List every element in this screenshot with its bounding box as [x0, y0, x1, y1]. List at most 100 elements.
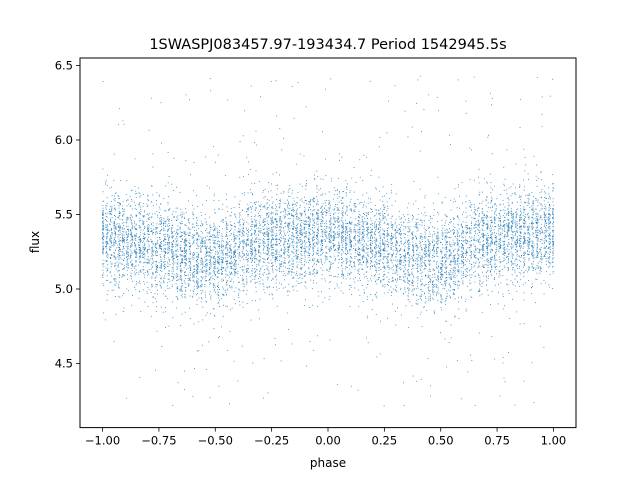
- data-point: [230, 244, 232, 246]
- data-point: [475, 261, 477, 263]
- data-point: [334, 258, 336, 260]
- data-point: [336, 204, 338, 205]
- data-point: [536, 248, 538, 250]
- data-point: [535, 229, 537, 231]
- data-point: [400, 261, 402, 263]
- data-point: [528, 269, 529, 271]
- data-point: [541, 96, 543, 98]
- data-point: [320, 220, 322, 222]
- data-point: [417, 229, 419, 231]
- data-point: [192, 395, 194, 397]
- data-point: [243, 246, 245, 248]
- data-point: [420, 284, 422, 285]
- data-point: [268, 255, 270, 257]
- data-point: [291, 210, 293, 211]
- data-point: [131, 265, 133, 267]
- data-point: [127, 228, 129, 230]
- data-point: [532, 242, 534, 244]
- data-point: [487, 242, 489, 244]
- data-point: [308, 231, 309, 233]
- data-point: [243, 223, 245, 225]
- data-point: [494, 266, 496, 268]
- data-point: [217, 233, 218, 235]
- data-point: [450, 275, 452, 277]
- data-point: [527, 229, 529, 231]
- data-point: [424, 229, 426, 231]
- data-point: [183, 242, 185, 244]
- data-point: [384, 286, 386, 288]
- data-point: [444, 255, 446, 257]
- data-point: [218, 240, 219, 242]
- data-point: [453, 219, 455, 220]
- data-point: [293, 252, 295, 254]
- data-point: [370, 208, 372, 210]
- data-point: [544, 247, 546, 249]
- data-point: [494, 203, 496, 204]
- data-point: [469, 179, 471, 181]
- data-point: [300, 243, 302, 245]
- data-point: [239, 218, 241, 220]
- data-point: [375, 261, 377, 263]
- data-point: [395, 247, 397, 249]
- data-point: [221, 238, 223, 240]
- data-point: [156, 269, 157, 271]
- data-point: [512, 232, 514, 234]
- data-point: [249, 250, 251, 252]
- data-point: [362, 232, 364, 234]
- data-point: [496, 205, 498, 207]
- data-point: [338, 273, 340, 275]
- data-point: [255, 229, 257, 231]
- data-point: [188, 242, 190, 243]
- data-point: [544, 185, 545, 187]
- data-point: [299, 261, 301, 263]
- data-point: [341, 230, 343, 232]
- data-point: [465, 310, 467, 312]
- data-point: [258, 246, 260, 248]
- data-point: [275, 244, 277, 245]
- data-point: [142, 247, 144, 249]
- data-point: [465, 112, 467, 114]
- data-point: [475, 240, 477, 242]
- data-point: [376, 262, 378, 264]
- data-point: [142, 251, 144, 253]
- data-point: [387, 283, 388, 285]
- data-point: [258, 252, 260, 254]
- data-point: [336, 190, 338, 192]
- data-point: [376, 226, 377, 228]
- data-point: [531, 217, 533, 219]
- data-point: [292, 222, 294, 224]
- data-point: [537, 235, 539, 236]
- data-point: [527, 240, 529, 242]
- data-point: [535, 213, 537, 215]
- data-point: [531, 220, 533, 222]
- data-point: [528, 228, 529, 230]
- data-point: [408, 268, 409, 270]
- data-point: [131, 236, 133, 238]
- data-point: [397, 263, 398, 265]
- data-point: [270, 243, 272, 245]
- data-point: [552, 231, 554, 233]
- data-point: [123, 307, 125, 309]
- data-point: [511, 225, 513, 227]
- data-point: [250, 253, 252, 254]
- data-point: [239, 241, 241, 243]
- data-point: [387, 233, 389, 235]
- data-point: [370, 250, 372, 252]
- data-point: [520, 260, 522, 262]
- data-point: [188, 258, 190, 260]
- data-point: [383, 267, 385, 269]
- data-point: [258, 318, 260, 320]
- data-point: [328, 237, 330, 238]
- data-point: [131, 189, 133, 191]
- data-point: [442, 260, 443, 262]
- data-point: [362, 248, 364, 250]
- data-point: [242, 243, 244, 245]
- data-point: [382, 215, 384, 217]
- data-point: [549, 251, 551, 253]
- data-point: [420, 281, 422, 282]
- data-point: [330, 236, 332, 238]
- data-point: [417, 271, 419, 272]
- data-point: [544, 215, 546, 217]
- data-point: [115, 242, 116, 244]
- data-point: [250, 319, 252, 321]
